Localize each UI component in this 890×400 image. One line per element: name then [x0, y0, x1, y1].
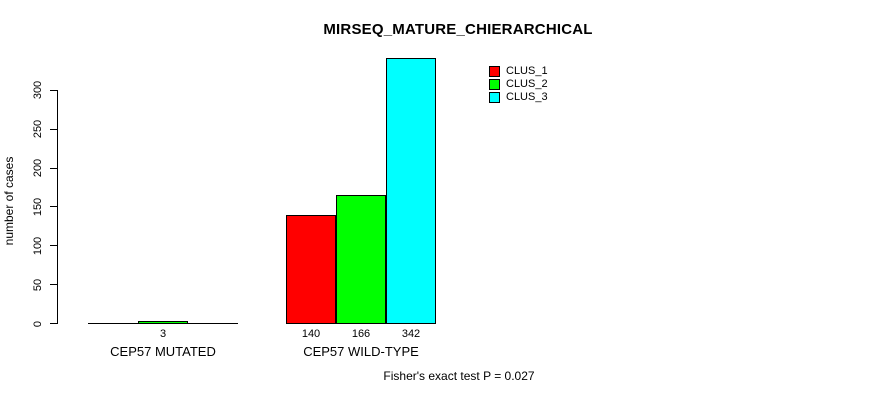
bar-clus_3	[386, 57, 436, 324]
legend-item: CLUS_2	[489, 79, 548, 90]
clus_2-swatch-icon	[489, 79, 500, 90]
y-tick-label: 100	[32, 236, 44, 256]
bar-clus_3-zero	[188, 322, 238, 324]
category-label-cep57-mutated: CEP57 MUTATED	[110, 344, 216, 359]
legend-label: CLUS_3	[506, 91, 548, 103]
chart-title: MIRSEQ_MATURE_CHIERARCHICAL	[323, 21, 593, 38]
legend-label: CLUS_1	[506, 65, 548, 77]
y-tick	[50, 128, 58, 130]
y-tick-label: 200	[32, 158, 44, 178]
fisher-test-annotation: Fisher's exact test P = 0.027	[383, 369, 535, 383]
y-tick	[50, 89, 58, 91]
bar-clus_1-zero	[88, 322, 138, 324]
bar-value-label: 166	[351, 327, 371, 340]
clus_1-swatch-icon	[489, 66, 500, 77]
legend-label: CLUS_2	[506, 78, 548, 90]
y-tick-label: 300	[32, 81, 44, 100]
legend-item: CLUS_1	[489, 66, 548, 77]
y-tick	[50, 284, 58, 286]
legend: CLUS_1 CLUS_2 CLUS_3	[489, 66, 548, 105]
y-tick-label: 50	[32, 278, 44, 291]
y-tick-label: 150	[32, 197, 44, 217]
bar-value-label: 3	[159, 327, 167, 340]
bar-value-label: 140	[301, 327, 321, 340]
y-tick-label: 0	[32, 320, 44, 327]
y-tick	[50, 323, 58, 324]
clus_3-swatch-icon	[489, 92, 500, 103]
bar-clus_2	[138, 320, 188, 324]
y-tick	[50, 206, 58, 208]
bar-clus_2	[336, 194, 386, 324]
y-tick	[50, 167, 58, 169]
y-tick-label: 250	[32, 120, 44, 139]
legend-item: CLUS_3	[489, 92, 548, 103]
bar-clus_1	[286, 214, 336, 324]
category-label-cep57-wild-type: CEP57 WILD-TYPE	[303, 344, 419, 359]
y-axis-label: number of cases	[2, 156, 16, 246]
bar-value-label: 342	[401, 327, 421, 340]
y-tick	[50, 245, 58, 247]
